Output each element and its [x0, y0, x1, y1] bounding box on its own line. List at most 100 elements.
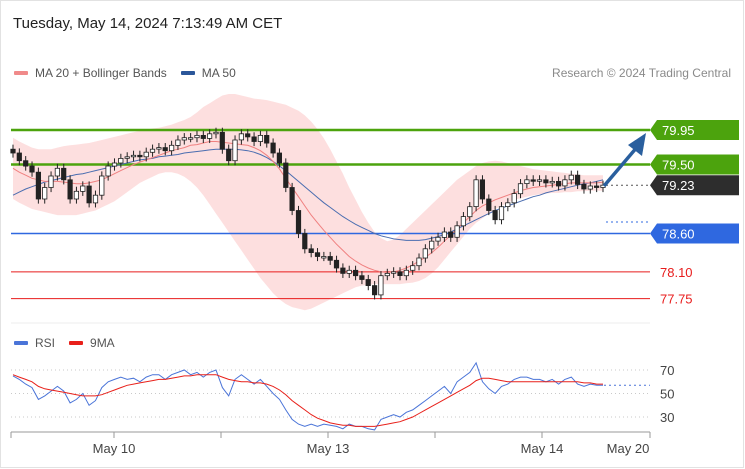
legend-item-ma20: MA 20 + Bollinger Bands	[14, 66, 167, 80]
candle-body	[371, 285, 378, 296]
candle-body	[340, 267, 346, 274]
candle-body	[454, 225, 460, 238]
candle-body	[270, 142, 276, 154]
rsi-tick-70: 70	[660, 363, 674, 378]
candle-body	[467, 206, 473, 218]
candle-body	[549, 180, 555, 184]
candle-body	[61, 167, 67, 181]
candle-body	[99, 175, 105, 196]
level-label-79.95: 79.95	[662, 123, 695, 138]
candle-body	[149, 148, 156, 153]
forecast-arrow	[602, 144, 640, 188]
legend-item-rsi: RSI	[14, 336, 55, 350]
candle-body	[327, 256, 333, 261]
candle-body	[130, 154, 137, 158]
candle-body	[352, 269, 359, 277]
candle-body	[378, 275, 384, 296]
legend-swatch-rsi	[14, 341, 28, 345]
candle-body	[505, 202, 511, 208]
candle-body	[226, 148, 232, 162]
ma20-line	[12, 141, 604, 274]
candle-body	[23, 160, 29, 167]
candle-body	[213, 131, 219, 135]
candle-body	[575, 174, 581, 185]
candle-body	[35, 171, 42, 200]
candle-body	[156, 147, 162, 150]
main-legend: MA 20 + Bollinger Bands MA 50	[14, 66, 250, 80]
candle-body	[511, 193, 517, 204]
candle-body	[187, 137, 194, 140]
candle-body	[479, 179, 486, 200]
legend-swatch-ma50	[180, 71, 195, 75]
candle-body	[276, 152, 283, 164]
level-tag-79.23	[650, 175, 739, 196]
candle-body	[295, 210, 302, 234]
candle-body	[365, 279, 371, 286]
candle-body	[314, 252, 321, 257]
candle-body	[568, 174, 574, 181]
candle-body	[416, 257, 422, 267]
candle-body	[581, 183, 587, 190]
level-tag-79.95	[650, 120, 739, 140]
candle-body	[448, 231, 454, 238]
candle-body	[200, 134, 206, 139]
candle-body	[594, 185, 600, 188]
candle-body	[441, 231, 448, 238]
legend-label-ma20: MA 20 + Bollinger Bands	[35, 66, 167, 80]
candle-body	[333, 259, 340, 269]
candle-body	[530, 179, 536, 182]
candle-body	[460, 216, 467, 227]
candle-body	[251, 136, 257, 142]
candle-body	[403, 269, 409, 277]
candle-body	[289, 187, 295, 211]
forecast-arrow-head	[628, 133, 646, 156]
level-label-78.60: 78.60	[662, 227, 695, 242]
timestamp: Tuesday, May 14, 2024 7:13:49 AM CET	[13, 15, 283, 32]
candle-body	[10, 148, 16, 154]
candle-body	[517, 183, 524, 195]
legend-swatch-ma20	[14, 71, 28, 75]
legend-label-rsi: RSI	[35, 336, 56, 350]
candle-body	[162, 147, 168, 152]
candle-body	[562, 179, 568, 187]
candle-body	[232, 139, 238, 162]
candle-body	[238, 133, 244, 141]
candle-body	[54, 167, 61, 177]
candle-body	[86, 185, 92, 204]
candle-body	[492, 210, 498, 221]
candle-body	[245, 133, 251, 138]
x-tick-label: May 13	[307, 441, 350, 456]
candle-body	[429, 240, 435, 250]
candle-body	[524, 179, 530, 185]
candle-body	[175, 139, 181, 146]
candle-body	[80, 185, 86, 192]
candle-body	[390, 271, 397, 274]
candle-body	[73, 190, 79, 200]
candle-body	[264, 134, 270, 144]
legend-swatch-9ma	[69, 341, 84, 345]
candle-body	[435, 236, 441, 242]
candle-body	[486, 198, 492, 211]
candle-body	[194, 134, 200, 139]
candle-body	[42, 187, 48, 200]
9ma-line	[12, 374, 603, 427]
x-tick-label: May 20	[607, 441, 650, 456]
level-tag-79.50	[650, 154, 739, 175]
candle-body	[124, 156, 130, 159]
candle-body	[308, 248, 314, 254]
candle-body	[105, 165, 111, 177]
candle-body	[48, 175, 54, 188]
candle-body	[181, 137, 187, 141]
candle-body	[422, 248, 428, 259]
level-label-77.75: 77.75	[660, 292, 693, 307]
candle-body	[556, 180, 562, 187]
candle-body	[543, 179, 549, 184]
level-label-79.23: 79.23	[662, 178, 695, 193]
rsi-tick-30: 30	[660, 410, 674, 425]
candle-body	[16, 152, 22, 162]
candle-body	[384, 272, 390, 277]
x-tick-label: May 14	[521, 441, 564, 456]
candle-body	[111, 162, 118, 167]
